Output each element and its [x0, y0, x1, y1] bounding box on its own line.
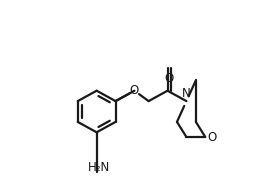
- Text: H₂N: H₂N: [87, 160, 110, 174]
- Text: O: O: [207, 131, 217, 143]
- Text: N: N: [182, 87, 191, 100]
- Text: O: O: [130, 84, 139, 97]
- Text: O: O: [164, 72, 174, 85]
